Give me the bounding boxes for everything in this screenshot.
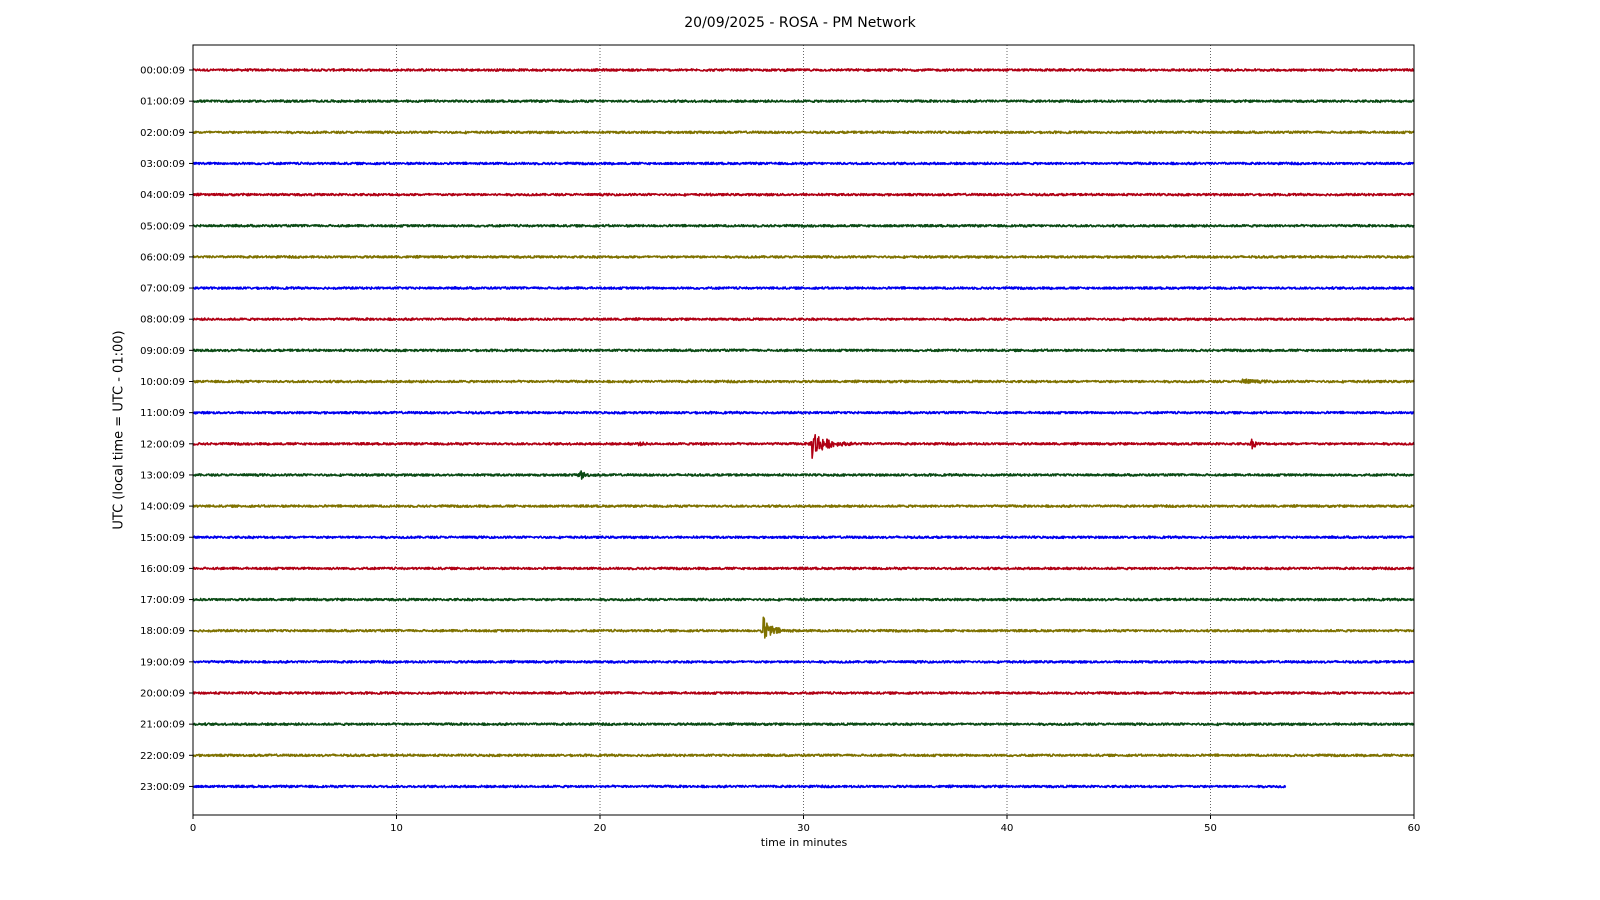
trace-18:00:09 (192, 616, 1415, 639)
trace-05:00:09 (192, 223, 1415, 228)
trace-16:00:09 (192, 566, 1415, 571)
x-ticks: 0 10 20 30 40 50 60 (190, 815, 1421, 834)
trace-14:00:09 (192, 504, 1415, 509)
y-tick-label: 09:00:09 (140, 346, 185, 357)
trace-23:00:09 (192, 784, 1287, 789)
y-tick-label: 12:00:09 (140, 439, 185, 450)
y-tick-label: 07:00:09 (140, 284, 185, 295)
x-tick-label: 40 (1001, 823, 1014, 834)
y-tick-label: 23:00:09 (140, 782, 185, 793)
trace-17:00:09 (192, 597, 1415, 602)
y-tick-label: 18:00:09 (140, 626, 185, 637)
y-tick-label: 20:00:09 (140, 689, 185, 700)
y-tick-label: 00:00:09 (140, 66, 185, 77)
trace-13:00:09 (192, 470, 1415, 480)
trace-06:00:09 (192, 254, 1415, 259)
y-tick-label: 19:00:09 (140, 657, 185, 668)
x-tick-label: 60 (1408, 823, 1421, 834)
x-tick-label: 50 (1204, 823, 1217, 834)
y-tick-label: 04:00:09 (140, 190, 185, 201)
trace-01:00:09 (192, 99, 1415, 104)
x-tick-label: 30 (797, 823, 810, 834)
trace-15:00:09 (192, 535, 1415, 540)
y-tick-label: 08:00:09 (140, 315, 185, 326)
trace-21:00:09 (192, 722, 1415, 727)
trace-07:00:09 (192, 286, 1415, 291)
y-tick-label: 10:00:09 (140, 377, 185, 388)
trace-20:00:09 (192, 690, 1415, 696)
grid-lines (396, 45, 1211, 815)
x-tick-label: 0 (190, 823, 196, 834)
x-tick-label: 20 (594, 823, 607, 834)
trace-10:00:09 (192, 378, 1415, 385)
y-tick-label: 14:00:09 (140, 502, 185, 513)
trace-08:00:09 (192, 317, 1415, 322)
y-tick-label: 03:00:09 (140, 159, 185, 170)
y-tick-label: 21:00:09 (140, 720, 185, 731)
trace-04:00:09 (192, 192, 1415, 197)
y-tick-label: 22:00:09 (140, 751, 185, 762)
y-tick-label: 01:00:09 (140, 97, 185, 108)
traces (192, 67, 1415, 789)
y-tick-label: 11:00:09 (140, 408, 185, 419)
x-axis-label: time in minutes (760, 836, 848, 849)
y-tick-label: 16:00:09 (140, 564, 185, 575)
chart-title: 20/09/2025 - ROSA - PM Network (684, 15, 916, 31)
y-tick-label: 13:00:09 (140, 470, 185, 481)
trace-22:00:09 (192, 753, 1415, 758)
trace-00:00:09 (192, 67, 1415, 73)
y-ticks: 00:00:09 01:00:09 02:00:09 03:00:09 04:00:09… (140, 66, 193, 793)
trace-03:00:09 (192, 161, 1415, 166)
trace-11:00:09 (192, 410, 1415, 415)
trace-12:00:09 (192, 434, 1415, 459)
x-tick-label: 10 (390, 823, 403, 834)
trace-02:00:09 (192, 130, 1415, 135)
y-tick-label: 02:00:09 (140, 128, 185, 139)
trace-19:00:09 (192, 659, 1415, 664)
y-tick-label: 06:00:09 (140, 252, 185, 263)
y-tick-label: 17:00:09 (140, 595, 185, 606)
y-tick-label: 05:00:09 (140, 221, 185, 232)
y-tick-label: 15:00:09 (140, 533, 185, 544)
x-axis-label-wrap: time in minutes (0, 836, 1600, 849)
trace-09:00:09 (192, 348, 1415, 353)
